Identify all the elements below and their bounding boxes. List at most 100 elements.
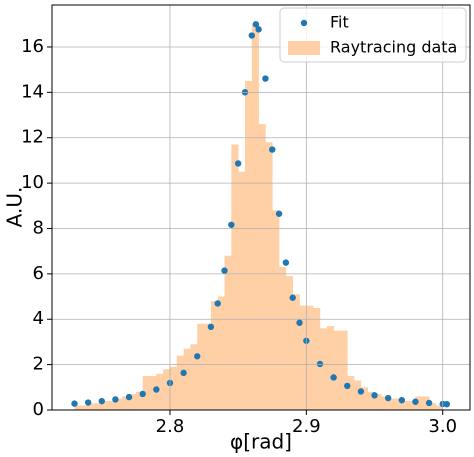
fit-point xyxy=(296,319,303,326)
histogram-bar xyxy=(142,375,150,410)
fit-point xyxy=(425,399,433,407)
fit-point xyxy=(282,259,290,266)
fit-point xyxy=(443,400,451,408)
histogram-bar xyxy=(408,400,416,410)
histogram-bar xyxy=(381,396,389,410)
histogram-bar xyxy=(272,210,280,410)
histogram-bar xyxy=(129,394,137,410)
y-tick-label: 10 xyxy=(21,172,44,193)
fit-point xyxy=(330,374,337,381)
histogram-bar xyxy=(258,124,266,410)
histogram-bar xyxy=(367,391,375,410)
y-tick-label: 4 xyxy=(33,308,44,329)
fit-point xyxy=(180,369,187,377)
histogram-bar xyxy=(374,394,382,410)
legend-marker xyxy=(288,41,320,55)
histogram-bar xyxy=(251,24,259,411)
fit-point xyxy=(357,388,365,395)
y-tick-label: 2 xyxy=(33,354,44,375)
histogram-bar xyxy=(156,373,164,410)
fit-point xyxy=(398,396,406,404)
histogram-bar xyxy=(231,144,239,410)
histogram-bar xyxy=(163,369,171,410)
fit-point xyxy=(112,396,119,403)
y-tick-label: 6 xyxy=(33,263,44,284)
fit-point xyxy=(234,160,242,167)
histogram-bar xyxy=(190,344,198,410)
plot-frame xyxy=(51,4,471,411)
histogram-bar xyxy=(394,398,403,410)
histogram-bar xyxy=(299,305,307,410)
x-tick-label: 3.0 xyxy=(428,416,457,437)
fit-point xyxy=(84,399,92,406)
legend-box xyxy=(279,7,467,63)
histogram-bar xyxy=(81,405,89,410)
histogram-bar xyxy=(354,380,362,410)
histogram-bar xyxy=(176,355,184,410)
fit-point xyxy=(214,300,221,307)
histogram-bar xyxy=(183,348,191,410)
histogram-bar xyxy=(169,366,178,410)
y-tick-label: 16 xyxy=(21,36,44,57)
fit-point xyxy=(289,294,296,301)
histogram-bar xyxy=(115,398,123,410)
fit-point xyxy=(98,397,105,405)
fit-point xyxy=(316,360,324,368)
histogram-bar xyxy=(101,400,109,410)
histogram-bar xyxy=(333,330,341,410)
legend-label: Raytracing data xyxy=(330,38,457,57)
legend-marker xyxy=(300,19,308,27)
histogram-bar xyxy=(244,81,253,411)
x-tick-label: 2.8 xyxy=(156,416,185,437)
histogram-bar xyxy=(401,400,409,410)
histogram-bar xyxy=(94,403,103,410)
histogram-bar xyxy=(122,396,130,410)
x-axis-label: φ[rad] xyxy=(230,430,292,454)
fit-point xyxy=(153,386,160,393)
fit-point xyxy=(412,398,419,405)
x-tick-label: 2.9 xyxy=(292,416,321,437)
legend-label: Fit xyxy=(330,13,349,32)
histogram-bar xyxy=(313,307,321,410)
histogram-bar xyxy=(292,294,300,410)
fit-point xyxy=(207,323,215,331)
fit-point xyxy=(275,210,283,217)
histogram-bar xyxy=(108,400,116,410)
histogram-bar xyxy=(306,305,314,410)
fit-point xyxy=(125,393,133,401)
histogram-bar xyxy=(197,323,205,410)
fit-point xyxy=(344,382,351,390)
fit-point xyxy=(252,21,260,28)
histogram-bar xyxy=(149,375,157,410)
histogram-bar xyxy=(319,328,328,410)
fit-point xyxy=(371,392,378,399)
fit-point xyxy=(248,32,255,39)
fit-point xyxy=(384,394,392,402)
fit-point xyxy=(139,390,146,398)
y-tick-label: 0 xyxy=(33,399,44,420)
histogram-bar xyxy=(204,323,212,410)
fit-point xyxy=(255,26,262,33)
histogram-bar xyxy=(238,171,246,410)
y-tick-label: 12 xyxy=(21,127,44,148)
histogram-bar xyxy=(435,405,444,410)
histogram-bar xyxy=(388,398,396,410)
histogram-bar xyxy=(217,296,225,410)
histogram-bar xyxy=(88,403,96,410)
y-axis-label: A.U. xyxy=(3,187,27,228)
y-tick-label: 8 xyxy=(33,217,44,238)
histogram-bar xyxy=(135,391,143,410)
legend: Fit Raytracing data xyxy=(279,7,467,63)
histogram-bar xyxy=(415,396,423,410)
fit-point xyxy=(262,75,269,82)
histogram-bar xyxy=(340,330,348,410)
histogram-bar xyxy=(265,142,273,410)
fit-point xyxy=(228,221,235,228)
fit-point xyxy=(71,400,78,407)
histogram-bar xyxy=(285,276,294,410)
histogram-bar xyxy=(326,326,334,410)
histogram-bar xyxy=(74,405,82,410)
histogram-bar xyxy=(429,403,437,410)
histogram-bar xyxy=(210,301,218,410)
